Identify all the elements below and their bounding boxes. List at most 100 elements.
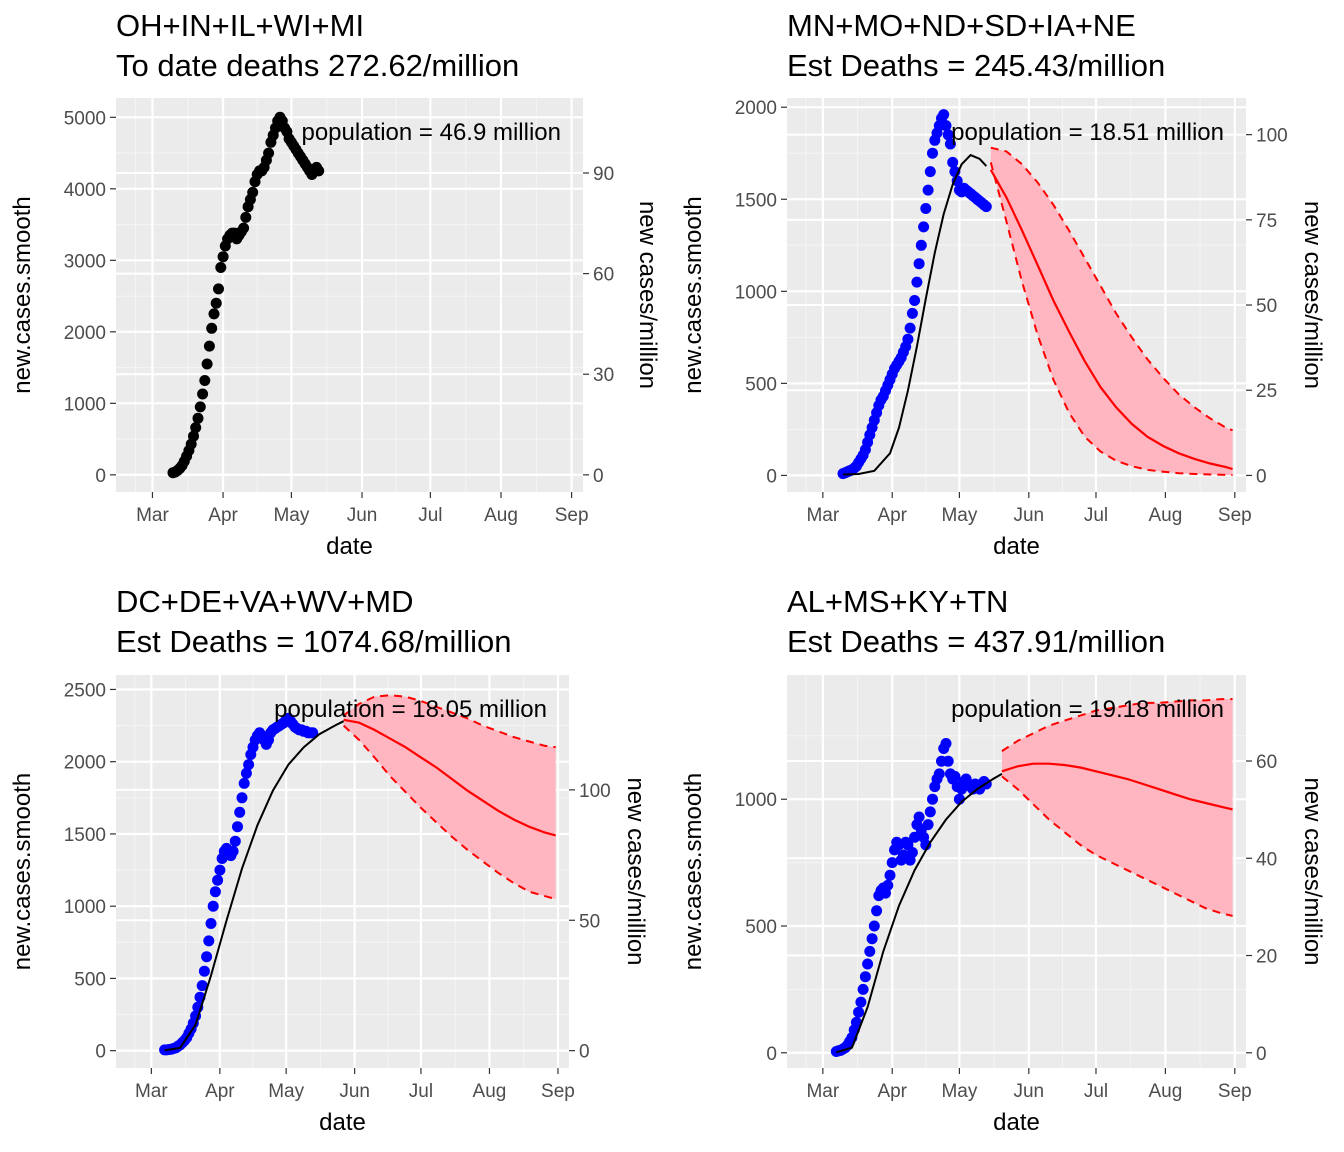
y2-tick-label: 50: [579, 911, 600, 932]
y2-tick-label: 40: [1256, 849, 1277, 870]
data-point: [859, 971, 871, 983]
data-point: [206, 322, 218, 334]
x-tick-label: May: [268, 1081, 304, 1102]
data-point: [915, 239, 927, 251]
data-point: [209, 886, 221, 898]
y-tick-label: 1000: [735, 282, 777, 303]
data-point: [208, 308, 220, 320]
y-tick-label: 4000: [64, 180, 106, 201]
data-point: [918, 221, 930, 233]
y2-axis-title: new cases/million: [1299, 777, 1326, 965]
y-tick-label: 2000: [64, 323, 106, 344]
x-tick-label: Sep: [1218, 1081, 1252, 1102]
x-tick-label: Apr: [208, 505, 238, 526]
y-tick-label: 5000: [64, 108, 106, 129]
y-axis-title: new.cases.smooth: [9, 196, 36, 393]
data-point: [947, 156, 959, 168]
forecast-upper-line: [990, 146, 1233, 432]
y-tick-label: 500: [74, 969, 106, 990]
data-point: [263, 147, 275, 159]
data-point: [238, 222, 250, 234]
population-annotation: population = 18.05 million: [274, 696, 547, 723]
forecast-line: [343, 718, 556, 837]
data-point: [884, 869, 896, 881]
panel-title-line1: DC+DE+VA+WV+MD: [116, 584, 413, 619]
y-tick-label: 2000: [64, 753, 106, 774]
panel-2: MN+MO+ND+SD+IA+NE Est Deaths = 245.43/mil…: [680, 8, 1326, 560]
data-point: [920, 203, 932, 214]
data-point: [913, 811, 925, 823]
panel-title-line1: MN+MO+ND+SD+IA+NE: [787, 8, 1136, 43]
data-point: [927, 147, 938, 159]
panel-4: AL+MS+KY+TN Est Deaths = 437.91/million 0 5…: [680, 584, 1326, 1136]
y2-axis-title: new cases/million: [1299, 201, 1326, 389]
data-point: [906, 847, 918, 858]
data-point: [201, 358, 213, 370]
data-point: [194, 401, 206, 413]
forecast-line: [1001, 762, 1233, 811]
data-point: [913, 258, 925, 270]
data-point: [906, 307, 918, 319]
data-point: [190, 422, 202, 434]
data-point: [214, 864, 226, 876]
data-point: [927, 793, 938, 805]
population-annotation: population = 18.51 million: [951, 119, 1224, 146]
y-tick-label: 1000: [64, 394, 106, 415]
data-point: [942, 755, 954, 767]
data-point: [940, 738, 952, 749]
data-point: [307, 727, 319, 739]
data-point: [198, 965, 210, 977]
data-point: [864, 945, 876, 957]
y2-tick-label: 100: [579, 781, 611, 802]
x-tick-label: Jun: [1013, 505, 1044, 526]
data-point: [236, 792, 248, 804]
x-tick-label: Aug: [484, 505, 518, 526]
x-tick-label: Apr: [877, 1081, 907, 1102]
data-point: [203, 340, 215, 352]
data-point: [234, 806, 246, 818]
data-point: [886, 857, 898, 869]
data-point: [862, 958, 874, 970]
data-point: [940, 120, 952, 132]
data-point: [243, 759, 255, 771]
y2-tick-label: 0: [1256, 466, 1267, 487]
data-point: [933, 768, 945, 780]
data-point: [924, 166, 936, 178]
data-point: [238, 777, 250, 789]
x-tick-label: Mar: [135, 1081, 168, 1102]
data-point: [920, 839, 932, 851]
data-point: [196, 980, 208, 992]
data-point: [850, 1016, 862, 1028]
x-axis-title: date: [993, 1109, 1040, 1136]
y-tick-label: 2000: [735, 98, 777, 119]
x-tick-label: Jul: [1084, 1081, 1108, 1102]
data-point: [911, 276, 923, 288]
y-tick-label: 0: [766, 1044, 777, 1065]
fit-line: [836, 773, 1003, 1054]
x-tick-label: Aug: [1148, 505, 1182, 526]
y-tick-label: 0: [95, 1042, 106, 1063]
y2-tick-label: 30: [593, 365, 614, 386]
data-point: [227, 845, 239, 857]
data-point: [922, 184, 934, 196]
panel-title-line2: Est Deaths = 1074.68/million: [116, 624, 511, 659]
y-tick-label: 1000: [64, 897, 106, 918]
x-tick-label: May: [941, 1081, 977, 1102]
forecast-line: [989, 169, 1233, 471]
x-tick-label: Jul: [418, 505, 442, 526]
data-point: [902, 333, 914, 345]
x-tick-label: Sep: [1218, 505, 1252, 526]
y2-tick-label: 0: [1256, 1044, 1267, 1065]
forecast-band: [343, 695, 556, 899]
y-axis-title: new.cases.smooth: [680, 196, 707, 393]
y2-tick-label: 0: [579, 1042, 590, 1063]
y-tick-label: 500: [745, 374, 777, 395]
y2-tick-label: 20: [1256, 947, 1277, 968]
y-tick-label: 2500: [64, 680, 106, 701]
panel-title-line2: Est Deaths = 245.43/million: [787, 48, 1165, 83]
forecast-lower-line: [989, 162, 1233, 477]
panel-1: OH+IN+IL+WI+MI To date deaths 272.62/mill…: [9, 8, 661, 560]
x-tick-label: May: [941, 505, 977, 526]
fit-line: [164, 720, 345, 1052]
forecast-lower-line: [342, 724, 556, 900]
